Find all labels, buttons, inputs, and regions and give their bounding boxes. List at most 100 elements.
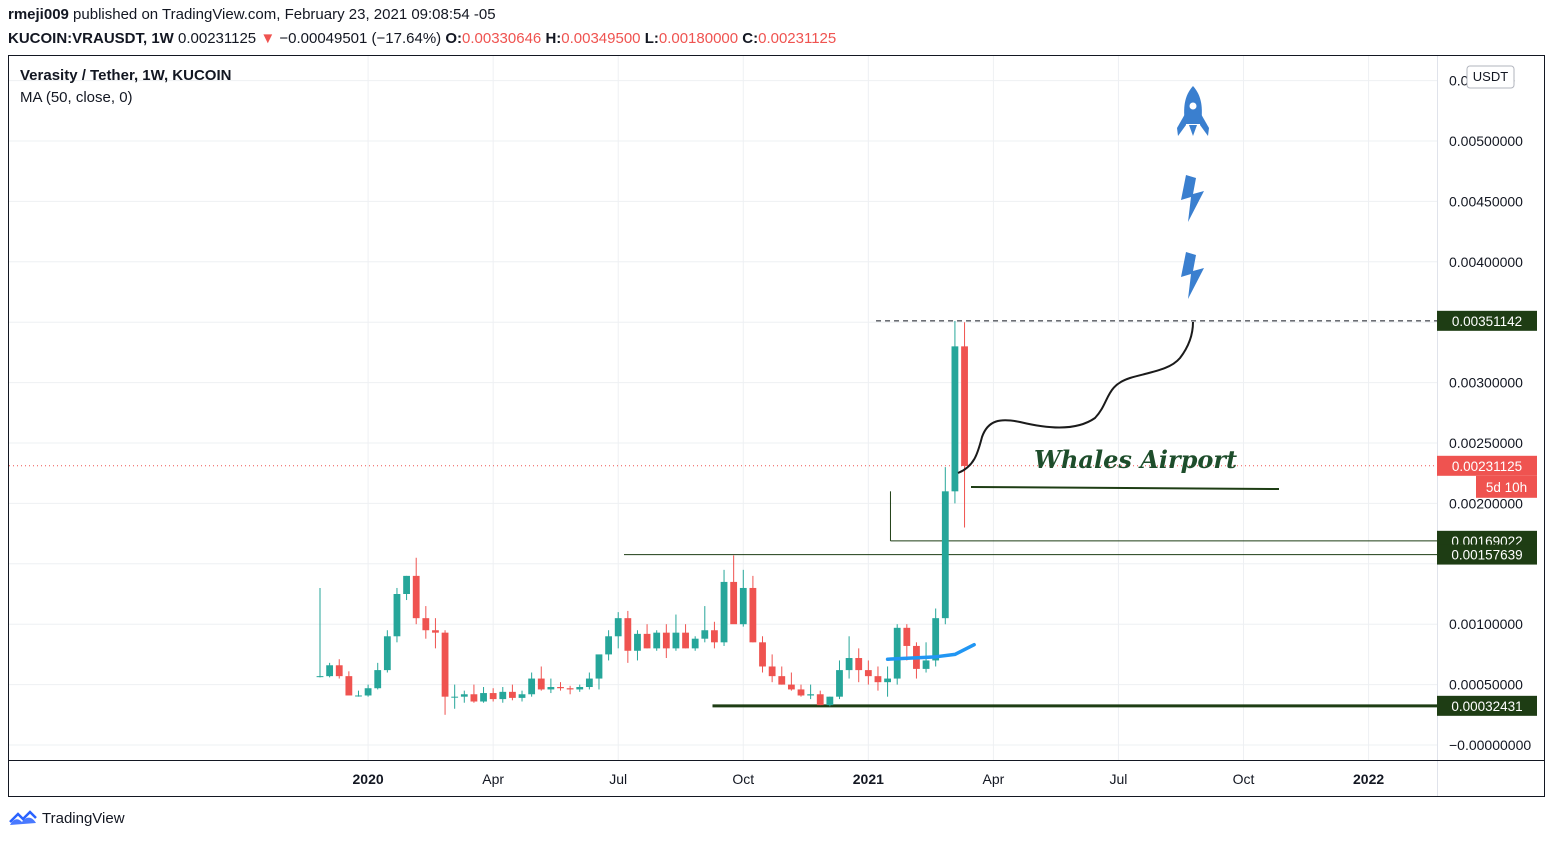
publish-info: rmeji009 published on TradingView.com, F… — [8, 6, 496, 23]
price-tick-label: 0.00200000 — [1449, 495, 1523, 511]
time-axis: 2020 Apr Jul Oct 2021 Apr Jul Oct 2022 — [353, 771, 1385, 787]
price-tag-label: 0.00032431 — [1451, 699, 1522, 714]
candle-body — [470, 694, 478, 702]
price-tag-bg — [1437, 544, 1537, 565]
candle-body — [855, 658, 863, 671]
candle-body — [509, 691, 516, 698]
candle-body — [961, 346, 968, 466]
symbol-summary: KUCOIN:VRAUSDT, 1W 0.00231125 ▼ −0.00049… — [8, 30, 836, 47]
countdown-bg — [1476, 475, 1537, 498]
low-label: L: — [644, 30, 659, 47]
tradingview-logo-icon — [9, 810, 37, 825]
footer-brand[interactable]: TradingView — [8, 808, 125, 828]
candle-body — [711, 630, 718, 643]
indicator-legend[interactable]: MA (50, close, 0) — [20, 89, 133, 106]
candle-body — [451, 696, 459, 698]
candle-body — [624, 618, 632, 651]
candle-body — [383, 636, 391, 671]
price-tick-label: −0.00000000 — [1449, 737, 1531, 753]
open-label: O: — [445, 30, 463, 47]
down-arrow-icon: ▼ — [260, 30, 276, 47]
time-tick-label: 2020 — [353, 771, 384, 787]
candle-body — [922, 660, 930, 669]
candle-body — [595, 654, 603, 679]
runway-line — [970, 486, 1280, 490]
candle-body — [932, 618, 940, 661]
price-tag-bg — [1437, 695, 1537, 716]
candle-body — [884, 678, 891, 683]
low-value: 0.00180000 — [658, 30, 739, 47]
price-tags: 0.003511420.002311250.001690220.00157639… — [1437, 310, 1537, 716]
candle-body — [893, 627, 901, 679]
candle-body — [903, 627, 911, 646]
currency-label: USDT — [1473, 69, 1508, 84]
candle-body — [499, 691, 507, 700]
price-tag-label: 0.00351142 — [1452, 314, 1522, 329]
last-price: 0.00231125 — [178, 30, 257, 47]
publish-text: published on TradingView.com, February 2… — [68, 6, 496, 23]
time-tick-label: Jul — [609, 771, 627, 787]
lightning-icon-upper — [1181, 175, 1204, 222]
time-tick-label: Apr — [482, 771, 504, 787]
candle-body — [643, 633, 651, 649]
candle-body — [335, 665, 343, 677]
price-tick-label: 0.00050000 — [1449, 677, 1523, 693]
candle-body — [634, 633, 641, 651]
time-tick-label: Apr — [983, 771, 1005, 787]
price-tag-bg — [1437, 310, 1537, 331]
candle-body — [807, 694, 815, 696]
price-tick-label: 0.00250000 — [1449, 435, 1523, 451]
candle-body — [441, 632, 449, 697]
candle-body — [576, 687, 584, 690]
candle-body — [393, 594, 401, 637]
publisher-username[interactable]: rmeji009 — [8, 6, 69, 23]
price-tag-bg — [1437, 455, 1537, 476]
candle-body — [605, 636, 612, 655]
time-tick-label: 2021 — [853, 771, 884, 787]
candle-body — [460, 694, 468, 697]
candle-body — [768, 666, 776, 677]
price-axis: −0.00000000 0.00050000 0.00100000 0.0020000… — [1449, 73, 1531, 753]
candle-body — [739, 587, 747, 625]
candle-body — [403, 575, 410, 594]
candle-body — [422, 618, 430, 631]
candle-body — [826, 696, 834, 706]
price-tick-label: 0.00400000 — [1449, 254, 1523, 270]
drawings: Whales Airport — [957, 86, 1280, 490]
whales-airport-label: Whales Airport — [1034, 445, 1237, 474]
candle-body — [547, 687, 555, 690]
candle-body — [412, 575, 420, 619]
price-tick-label: 0.00100000 — [1449, 616, 1523, 632]
candle-body — [653, 632, 661, 649]
close-value: 0.00231125 — [758, 30, 837, 47]
candle-body — [662, 632, 670, 649]
candle-body — [864, 670, 872, 677]
currency-badge[interactable]: USDT — [1466, 65, 1515, 89]
time-tick-label: Oct — [1233, 771, 1255, 787]
price-tick-label: 0.00450000 — [1449, 193, 1523, 209]
ma-50-line — [885, 642, 976, 661]
price-tick-label: 0.00300000 — [1449, 375, 1523, 391]
grid — [9, 56, 1437, 760]
flight-path-curve — [957, 321, 1194, 474]
candle-body — [720, 581, 728, 643]
price-change: −0.00049501 (−17.64%) — [279, 30, 442, 47]
candle-body — [326, 665, 334, 677]
candle-body — [518, 694, 526, 698]
price-tag-label: 0.00231125 — [1452, 459, 1522, 474]
candle-body — [585, 678, 593, 688]
candle-body — [614, 618, 622, 637]
candle-body — [489, 693, 497, 700]
candle-body — [682, 632, 689, 649]
candle-body — [355, 695, 362, 697]
chart-legend-title[interactable]: Verasity / Tether, 1W, KUCOIN — [20, 67, 232, 84]
candle-body — [566, 688, 574, 690]
candles — [316, 320, 968, 715]
candle-body — [432, 630, 439, 633]
candle-body — [557, 687, 564, 689]
price-tag-label: 0.00157639 — [1451, 548, 1522, 563]
price-tick-label: 0.00500000 — [1449, 133, 1523, 149]
countdown-label: 5d 10h — [1486, 480, 1527, 495]
candle-body — [845, 658, 853, 671]
